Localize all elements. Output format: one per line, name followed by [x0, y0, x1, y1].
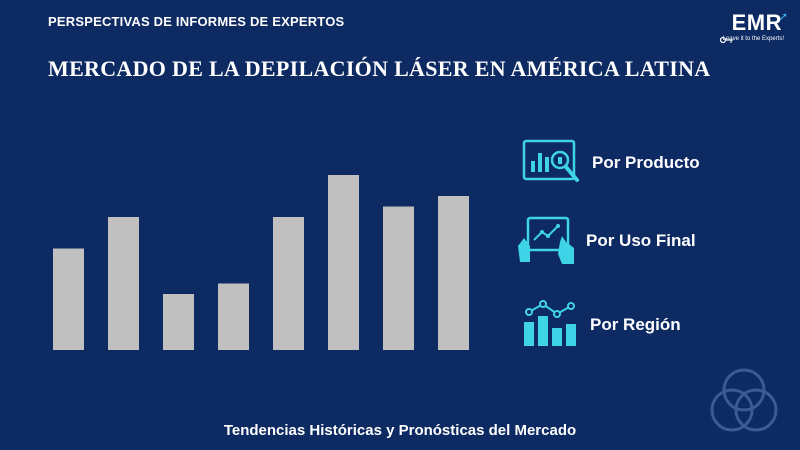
chart-bar [53, 248, 84, 350]
arrow-up-icon: ➚ [778, 11, 788, 23]
legend-label: Por Uso Final [586, 231, 696, 250]
legend-item-uso-final: Por Uso Final [516, 216, 696, 266]
footer: Tendencias Históricas y Pronósticas del … [0, 422, 800, 440]
legend-item-region: Por Región [520, 300, 681, 350]
brand-tagline: Leave it to the Experts! [722, 36, 784, 42]
brand-logo-text: EMR [731, 10, 782, 35]
brand-logo: EMR ➚ Leave it to the Experts! [718, 8, 788, 48]
chart-bar [438, 196, 469, 350]
chart-bar [218, 283, 249, 350]
legend-label: Por Producto [592, 153, 700, 172]
product-analysis-icon [522, 139, 579, 182]
bar-chart [53, 175, 469, 350]
touch-screen-icon [518, 216, 574, 264]
page-title: MERCADO DE LA DEPILACIÓN LÁSER EN AMÉRIC… [48, 56, 711, 81]
legend-item-producto: Por Producto [522, 138, 700, 188]
venn-watermark-icon [710, 368, 778, 432]
region-chart-icon [524, 300, 576, 346]
chart-bar [328, 175, 359, 350]
legend-label: Por Región [590, 315, 681, 334]
chart-bar [108, 217, 139, 350]
eyebrow-text: PERSPECTIVAS DE INFORMES DE EXPERTOS [48, 14, 345, 29]
chart-bar [383, 206, 414, 350]
chart-bar [273, 217, 304, 350]
key-icon [720, 36, 733, 44]
footer-text: Tendencias Históricas y Pronósticas del … [223, 422, 577, 439]
chart-bar [163, 294, 194, 350]
